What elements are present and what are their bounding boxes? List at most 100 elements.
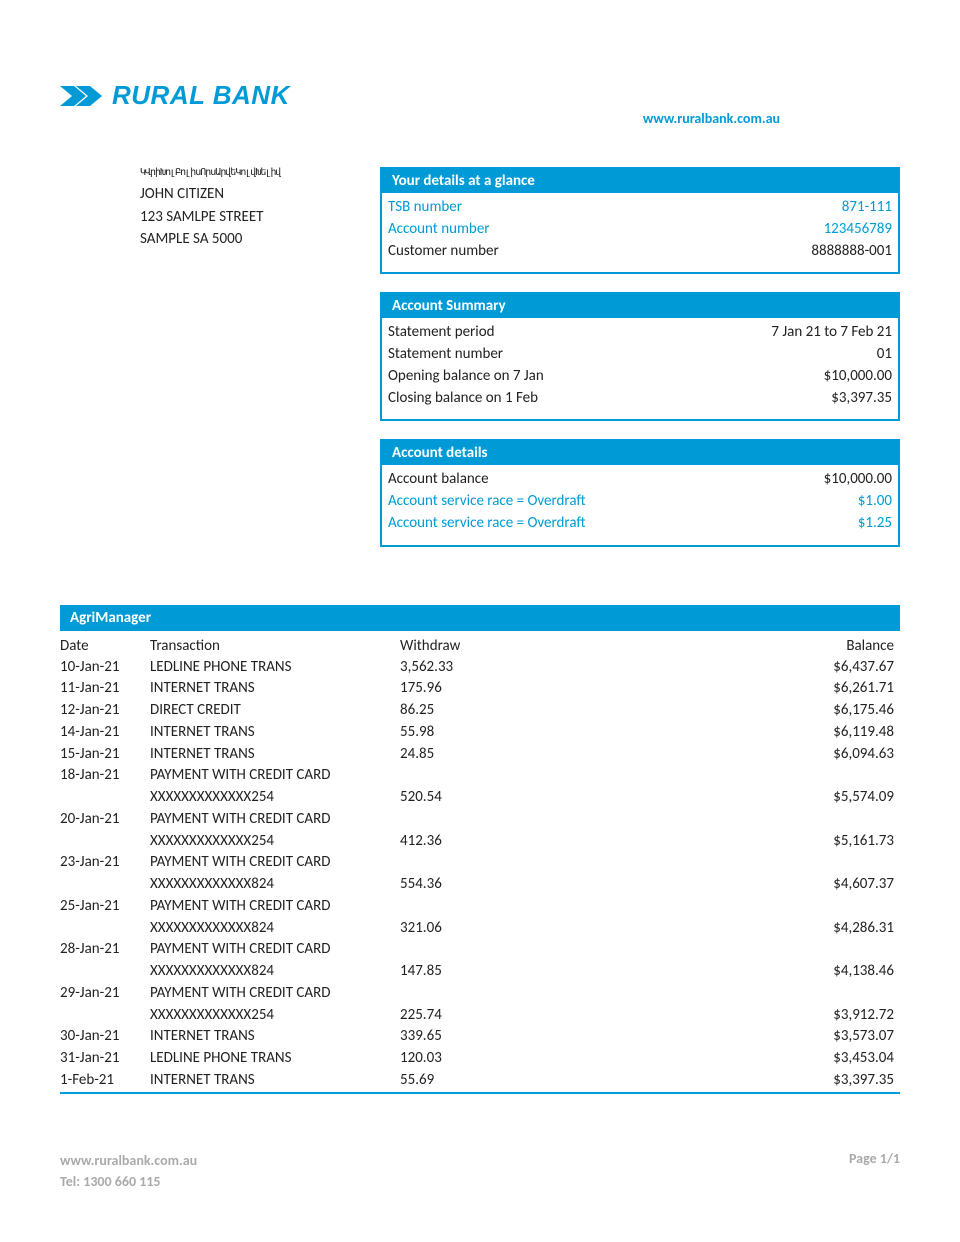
transaction-balance: $4,286.31 [570,918,900,940]
transaction-row: 1-Feb-21INTERNET TRANS55.69$3,397.35 [60,1070,900,1092]
transaction-balance: $6,437.67 [570,657,900,679]
info-row-label: Account number [388,219,490,241]
transaction-balance: $6,119.48 [570,722,900,744]
transaction-row: 20-Jan-21PAYMENT WITH CREDIT CARD XXXXXX… [60,809,900,853]
info-row-value: $1.25 [858,513,892,535]
transaction-balance: $5,574.09 [570,787,900,809]
info-row-label: Statement period [388,322,495,344]
info-row-value: 7 Jan 21 to 7 Feb 21 [771,322,892,344]
transaction-withdraw: 24.85 [400,744,570,766]
recipient-block: ԿՎրիԽոլԲոլիսՈրսԱրվեԿոլվԽելիվ JOHN CITIZE… [60,167,340,565]
transaction-withdraw: 520.54 [400,787,570,809]
info-row-label: Statement number [388,344,503,366]
recipient-name: JOHN CITIZEN [140,183,340,206]
info-row: Statement period 7 Jan 21 to 7 Feb 21 [388,322,892,344]
account-details-box: Account details Account balance $10,000.0… [380,439,900,546]
transaction-desc: PAYMENT WITH CREDIT CARD XXXXXXXXXXXXX82… [150,852,400,896]
transaction-desc: PAYMENT WITH CREDIT CARD XXXXXXXXXXXXX25… [150,809,400,853]
footer-url: www.ruralbank.com.au [60,1150,197,1171]
transactions-section-title: AgriManager [60,605,900,631]
footer-left: www.ruralbank.com.au Tel: 1300 660 115 [60,1150,197,1192]
transaction-row: 23-Jan-21PAYMENT WITH CREDIT CARD XXXXXX… [60,852,900,896]
transaction-withdraw: 339.65 [400,1026,570,1048]
transaction-balance: $3,397.35 [570,1070,900,1092]
info-row-value: $1.00 [858,491,892,513]
transaction-withdraw: 225.74 [400,1005,570,1027]
info-row-value: 871-111 [842,197,892,219]
transaction-row: 11-Jan-21INTERNET TRANS175.96$6,261.71 [60,678,900,700]
info-row: Opening balance on 7 Jan$10,000.00 [388,366,892,388]
details-box: Your details at a glance TSB number871-1… [380,167,900,274]
transaction-row: 31-Jan-21LEDLINE PHONE TRANS120.03$3,453… [60,1048,900,1070]
mail-barcode: ԿՎրիԽոլԲոլիսՈրսԱրվեԿոլվԽելիվ [140,167,340,179]
info-row-label: Account service race = Overdraft [388,513,586,535]
col-withdraw-header: Withdraw [400,637,570,655]
transaction-balance: $3,573.07 [570,1026,900,1048]
transaction-desc: LEDLINE PHONE TRANS [150,657,400,679]
transaction-desc: INTERNET TRANS [150,678,400,700]
transaction-balance: $3,912.72 [570,1005,900,1027]
transaction-balance: $4,607.37 [570,874,900,896]
logo: RURAL BANK [60,80,290,111]
col-date-header: Date [60,637,150,655]
transaction-withdraw: 86.25 [400,700,570,722]
logo-text: RURAL BANK [112,80,290,111]
transaction-withdraw: 120.03 [400,1048,570,1070]
transaction-desc: LEDLINE PHONE TRANS [150,1048,400,1070]
website-url: www.ruralbank.com.au [643,110,780,127]
transaction-desc: INTERNET TRANS [150,1070,400,1092]
transaction-date: 14-Jan-21 [60,722,150,744]
info-row: Account service race = Overdraft $1.25 [388,513,892,535]
transaction-desc: PAYMENT WITH CREDIT CARD XXXXXXXXXXXXX82… [150,896,400,940]
footer-page: Page 1/1 [849,1150,900,1192]
transaction-date: 20-Jan-21 [60,809,150,831]
footer-tel: Tel: 1300 660 115 [60,1171,197,1192]
details-box-title: Your details at a glance [382,169,898,193]
transaction-date: 18-Jan-21 [60,765,150,787]
info-row: Account number123456789 [388,219,892,241]
summary-box: Account Summary Statement period 7 Jan 21… [380,292,900,421]
transaction-balance: $4,138.46 [570,961,900,983]
transaction-date: 1-Feb-21 [60,1070,150,1092]
top-columns: ԿՎրիԽոլԲոլիսՈրսԱրվեԿոլվԽելիվ JOHN CITIZE… [60,167,900,565]
transaction-desc: DIRECT CREDIT [150,700,400,722]
info-row: Customer number 8888888-001 [388,241,892,263]
transaction-desc: PAYMENT WITH CREDIT CARD XXXXXXXXXXXXX25… [150,983,400,1027]
transaction-withdraw: 3,562.33 [400,657,570,679]
transaction-desc: INTERNET TRANS [150,744,400,766]
transaction-desc: PAYMENT WITH CREDIT CARD XXXXXXXXXXXXX82… [150,939,400,983]
transaction-row: 12-Jan-21DIRECT CREDIT86.25$6,175.46 [60,700,900,722]
transaction-withdraw: 55.98 [400,722,570,744]
account-details-box-title: Account details [382,441,898,465]
transaction-withdraw: 554.36 [400,874,570,896]
info-row-label: Closing balance on 1 Feb [388,388,538,410]
info-row-label: Account service race = Overdraft [388,491,586,513]
summary-box-title: Account Summary [382,294,898,318]
transaction-row: 25-Jan-21PAYMENT WITH CREDIT CARD XXXXXX… [60,896,900,940]
info-row-label: Customer number [388,241,499,263]
transaction-date: 28-Jan-21 [60,939,150,961]
details-box-body: TSB number871-111Account number123456789… [382,193,898,272]
info-boxes: Your details at a glance TSB number871-1… [380,167,900,565]
transaction-balance: $3,453.04 [570,1048,900,1070]
transaction-row: 29-Jan-21PAYMENT WITH CREDIT CARD XXXXXX… [60,983,900,1027]
chevrons-icon [60,82,104,110]
transaction-withdraw: 175.96 [400,678,570,700]
transaction-date: 11-Jan-21 [60,678,150,700]
info-row-label: Opening balance on 7 Jan [388,366,544,388]
info-row: Closing balance on 1 Feb$3,397.35 [388,388,892,410]
transaction-date: 10-Jan-21 [60,657,150,679]
transaction-date: 12-Jan-21 [60,700,150,722]
info-row-label: Account balance [388,469,489,491]
transaction-desc: INTERNET TRANS [150,1026,400,1048]
transaction-date: 25-Jan-21 [60,896,150,918]
transaction-withdraw: 55.69 [400,1070,570,1092]
info-row-value: $10,000.00 [824,469,892,491]
transaction-balance: $6,094.63 [570,744,900,766]
recipient-street: 123 SAMLPE STREET [140,206,340,229]
transaction-date: 30-Jan-21 [60,1026,150,1048]
transactions-header: Date Transaction Withdraw Balance [60,631,900,657]
statement-page: RURAL BANK www.ruralbank.com.au ԿՎրիԽոլԲ… [0,0,960,1242]
info-row-value: 8888888-001 [811,241,892,263]
transaction-row: 14-Jan-21INTERNET TRANS55.98$6,119.48 [60,722,900,744]
